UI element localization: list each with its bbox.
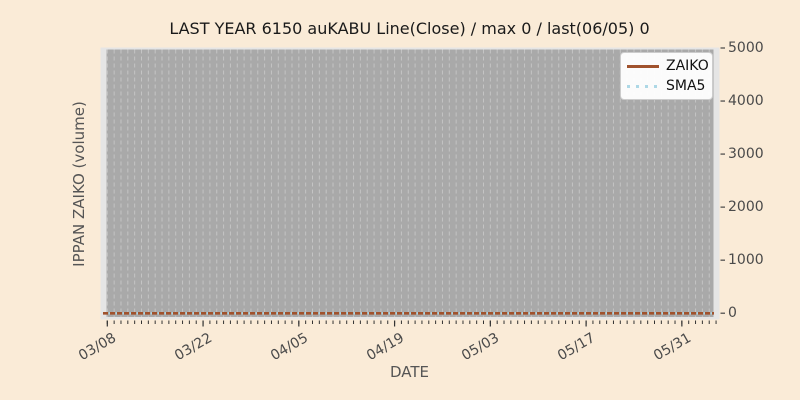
plot-background xyxy=(106,49,714,317)
legend-item: SMA5 xyxy=(627,79,705,94)
x-minor-ticks xyxy=(106,320,717,324)
y-ticks xyxy=(720,47,725,314)
legend-line-sample-sma5 xyxy=(627,85,659,88)
x-axis-label: DATE xyxy=(389,363,430,381)
y-tick-label: 0 xyxy=(728,305,737,322)
y-axis-label: IPPAN ZAIKO (volume) xyxy=(70,101,88,267)
legend-item-label: SMA5 xyxy=(666,78,706,94)
legend-item: ZAIKO xyxy=(627,59,709,74)
legend: ZAIKO SMA5 xyxy=(620,52,713,100)
legend-item-label: ZAIKO xyxy=(666,58,709,74)
y-tick-label: 4000 xyxy=(728,93,764,110)
x-major-ticks xyxy=(106,320,683,327)
legend-line-sample-zaiko xyxy=(627,65,659,68)
chart-title: LAST YEAR 6150 auKABU Line(Close) / max … xyxy=(169,19,650,38)
y-tick-label: 5000 xyxy=(728,40,764,56)
y-tick-label: 3000 xyxy=(728,146,764,163)
y-tick-label: 2000 xyxy=(728,199,764,216)
y-tick-label: 1000 xyxy=(728,252,764,269)
